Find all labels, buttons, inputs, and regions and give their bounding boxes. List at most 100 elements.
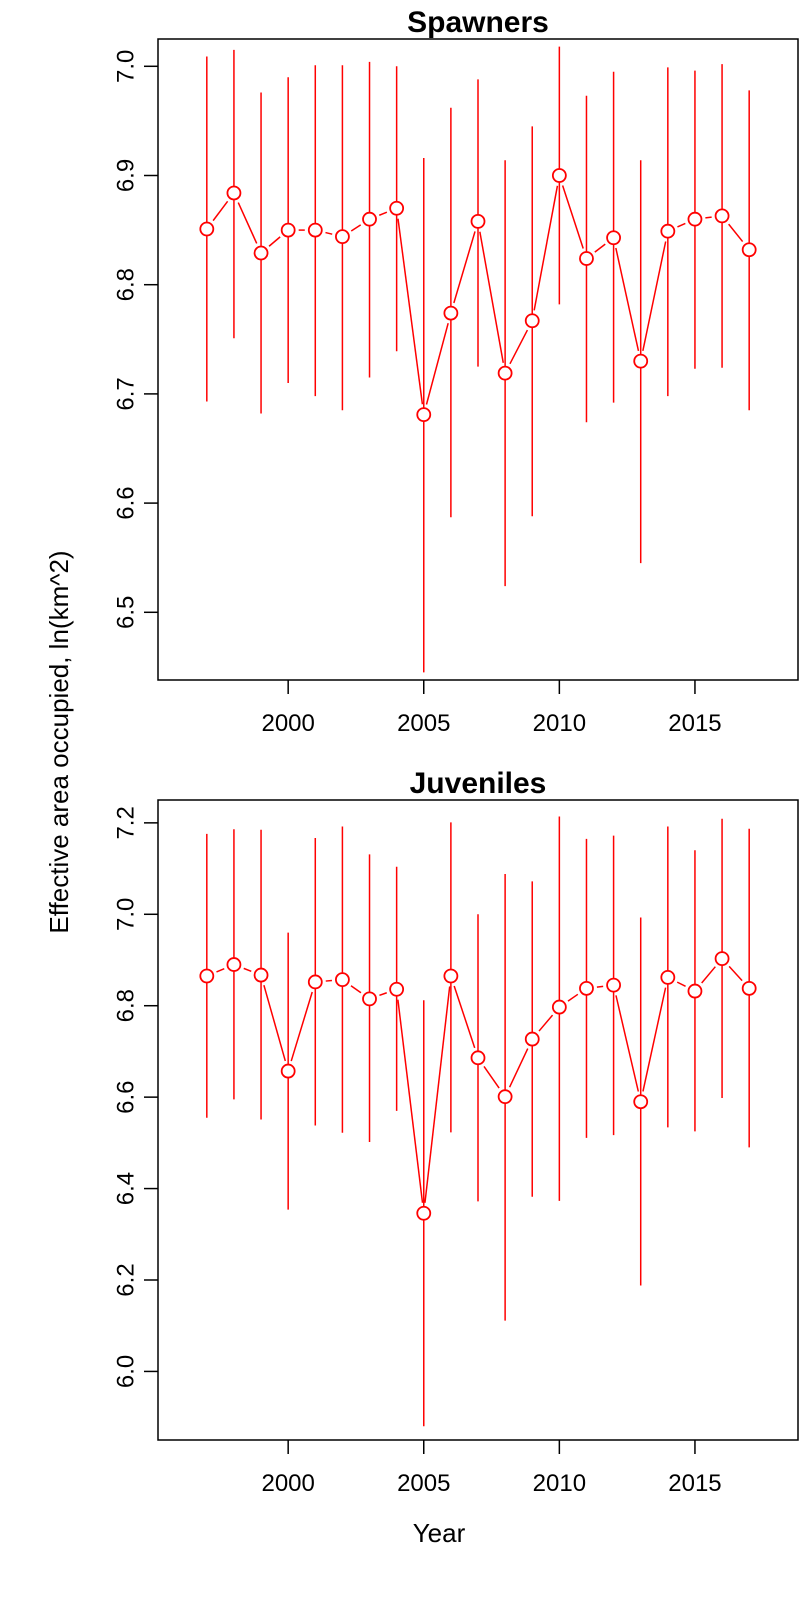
series-line-segment bbox=[677, 222, 686, 228]
x-tick-label: 2005 bbox=[397, 1470, 450, 1497]
x-tick-label: 2010 bbox=[533, 1470, 586, 1497]
data-point bbox=[253, 245, 269, 261]
data-point bbox=[362, 211, 377, 227]
series-line-segment bbox=[350, 985, 362, 994]
juveniles-panel: Juveniles 2000 2005 2010 2015 6.0 6.2 6.4 6.6 6.8… bbox=[113, 767, 799, 1497]
series-line-segment bbox=[701, 966, 716, 984]
series-line-segment bbox=[483, 1066, 500, 1089]
x-axis-label: Year bbox=[413, 1518, 466, 1548]
series-line-segment bbox=[425, 323, 449, 405]
y-tick-label: 6.6 bbox=[113, 1080, 140, 1113]
x-tick-label: 2010 bbox=[533, 710, 586, 737]
data-point bbox=[497, 365, 513, 381]
series-line-segment bbox=[216, 967, 225, 973]
data-point bbox=[335, 972, 350, 988]
panel-title: Spawners bbox=[407, 6, 549, 39]
y-tick-label: 7.0 bbox=[113, 898, 140, 931]
series-line-segment bbox=[268, 236, 281, 247]
data-point bbox=[443, 305, 459, 321]
data-point bbox=[416, 1205, 432, 1221]
series-line-segment bbox=[615, 247, 640, 352]
series-line-segment bbox=[596, 985, 604, 988]
data-point bbox=[443, 968, 459, 984]
data-point bbox=[307, 974, 323, 990]
series-line-segment bbox=[453, 231, 476, 304]
x-tick-label: 2000 bbox=[261, 1470, 314, 1497]
series-line-segment bbox=[705, 216, 712, 219]
data-point bbox=[714, 951, 730, 967]
y-tick-label: 6.6 bbox=[113, 486, 140, 519]
data-point bbox=[551, 999, 567, 1015]
y-tick-label: 6.8 bbox=[113, 268, 140, 301]
series-line-segment bbox=[237, 202, 258, 244]
data-point bbox=[253, 967, 269, 983]
data-point bbox=[226, 185, 242, 201]
data-point bbox=[551, 168, 567, 183]
series-line-segment bbox=[424, 986, 451, 1203]
series-line-segment bbox=[325, 979, 333, 982]
data-point bbox=[470, 1050, 486, 1066]
series-line-segment bbox=[594, 243, 606, 253]
series-line-segment bbox=[290, 991, 313, 1062]
y-tick-label: 6.8 bbox=[113, 989, 140, 1022]
series-line-segment bbox=[642, 987, 667, 1092]
data-point bbox=[633, 353, 649, 369]
data-point bbox=[524, 1031, 540, 1047]
series-line-segment bbox=[642, 241, 667, 352]
data-point bbox=[307, 222, 323, 238]
series-line-segment bbox=[212, 200, 229, 222]
data-point bbox=[606, 230, 621, 246]
series-line-segment bbox=[728, 223, 744, 243]
series-line-segment bbox=[561, 185, 584, 249]
series-line-segment bbox=[350, 224, 362, 232]
data-point bbox=[199, 221, 215, 237]
y-tick-label: 6.4 bbox=[113, 1172, 140, 1205]
data-point bbox=[606, 977, 621, 993]
data-point bbox=[579, 251, 594, 266]
data-point bbox=[335, 229, 350, 245]
series-line-segment bbox=[397, 999, 424, 1203]
data-point bbox=[714, 208, 730, 224]
data-point bbox=[280, 222, 296, 238]
series-line-segment bbox=[325, 231, 333, 235]
data-point bbox=[687, 211, 703, 227]
x-tick-label: 2015 bbox=[668, 710, 721, 737]
x-tick-label: 2015 bbox=[668, 1470, 721, 1497]
y-tick-label: 6.2 bbox=[113, 1263, 140, 1296]
y-tick-label: 6.7 bbox=[113, 377, 140, 410]
series-line-segment bbox=[533, 185, 559, 311]
y-tick-label: 6.0 bbox=[113, 1355, 140, 1388]
series-line-segment bbox=[263, 984, 287, 1062]
data-point bbox=[524, 313, 540, 329]
spawners-panel: Spawners 2000 2005 2010 2015 6.5 6.6 6.7 6.8 6.9 7… bbox=[113, 6, 799, 737]
y-tick-label: 6.5 bbox=[113, 596, 140, 629]
plot-frame bbox=[157, 799, 799, 1441]
data-point bbox=[362, 991, 377, 1007]
y-tick-label: 7.0 bbox=[113, 50, 140, 83]
series-line-segment bbox=[479, 231, 505, 363]
data-point bbox=[416, 407, 432, 423]
y-tick-label: 7.2 bbox=[113, 806, 140, 839]
series-line-segment bbox=[728, 965, 743, 982]
series-line-segment bbox=[615, 995, 640, 1092]
y-tick-label: 6.9 bbox=[113, 159, 140, 192]
data-point bbox=[389, 200, 405, 216]
data-point bbox=[741, 980, 757, 996]
data-point bbox=[633, 1094, 649, 1110]
series-line-segment bbox=[538, 1014, 554, 1032]
y-axis-label: Effective area occupied, ln(km^2) bbox=[44, 550, 74, 933]
data-point bbox=[741, 242, 757, 258]
series-line-segment bbox=[508, 1048, 529, 1088]
series-line-segment bbox=[567, 993, 579, 1002]
series-line-segment bbox=[379, 992, 387, 997]
series-line-segment bbox=[397, 218, 424, 405]
data-point bbox=[497, 1089, 513, 1105]
series-line-segment bbox=[453, 985, 476, 1049]
data-point bbox=[280, 1063, 296, 1079]
series-line-segment bbox=[509, 329, 529, 365]
data-point bbox=[470, 213, 486, 229]
data-point bbox=[579, 980, 594, 996]
plot-frame bbox=[157, 38, 799, 681]
x-tick-label: 2005 bbox=[397, 710, 450, 737]
